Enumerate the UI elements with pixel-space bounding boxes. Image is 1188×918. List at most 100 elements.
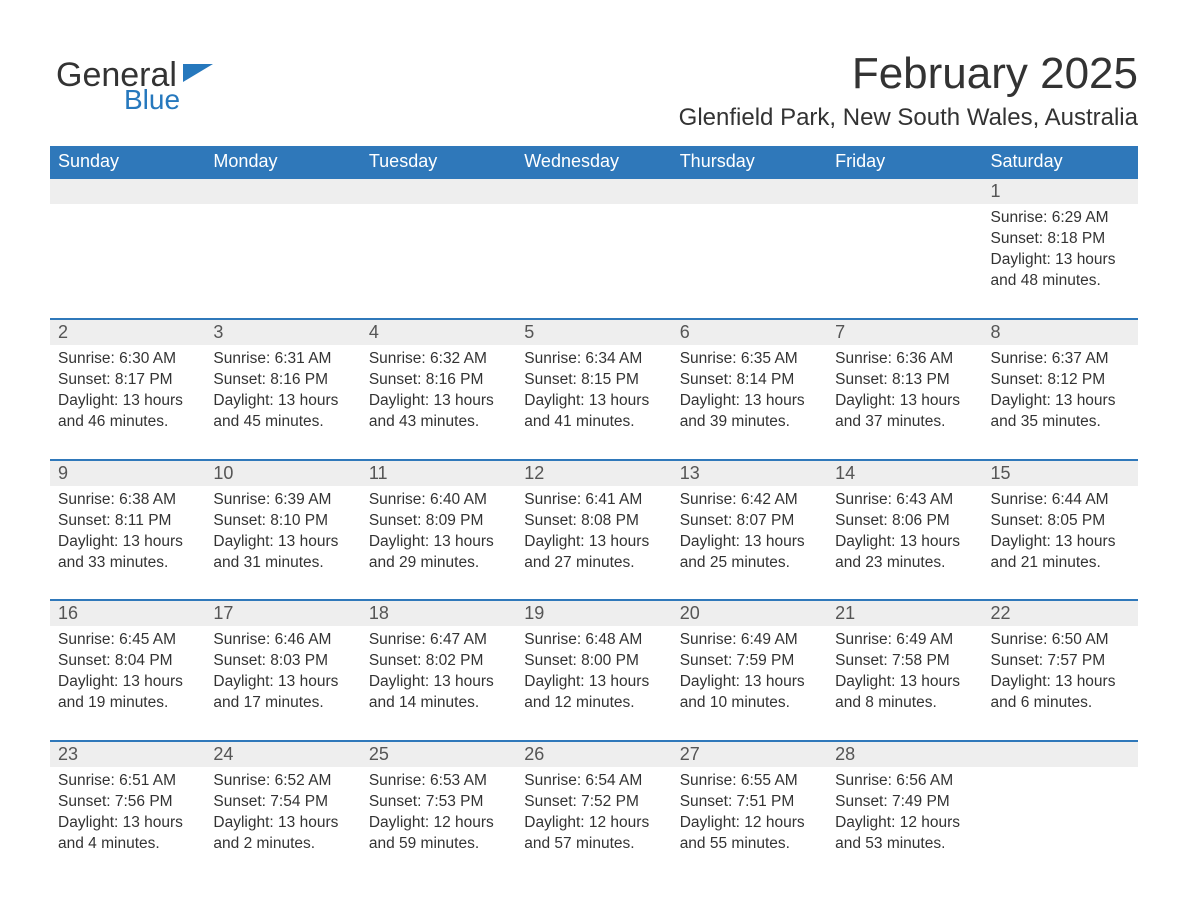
sunrise-text: Sunrise: 6:50 AM <box>991 630 1130 651</box>
sunrise-text: Sunrise: 6:32 AM <box>369 349 508 370</box>
sunset-text: Sunset: 8:09 PM <box>369 511 508 532</box>
day-detail: Sunrise: 6:39 AMSunset: 8:10 PMDaylight:… <box>205 486 360 601</box>
day-number <box>672 178 827 204</box>
day-detail: Sunrise: 6:34 AMSunset: 8:15 PMDaylight:… <box>516 345 671 460</box>
detail-row: Sunrise: 6:51 AMSunset: 7:56 PMDaylight:… <box>50 767 1138 881</box>
sunset-text: Sunset: 8:17 PM <box>58 370 197 391</box>
sunrise-text: Sunrise: 6:38 AM <box>58 490 197 511</box>
sunset-text: Sunset: 8:04 PM <box>58 651 197 672</box>
daylight-text: Daylight: 13 hours and 35 minutes. <box>991 391 1130 433</box>
day-number: 5 <box>516 319 671 345</box>
sunrise-text: Sunrise: 6:35 AM <box>680 349 819 370</box>
sunrise-text: Sunrise: 6:31 AM <box>213 349 352 370</box>
sunrise-text: Sunrise: 6:39 AM <box>213 490 352 511</box>
day-detail: Sunrise: 6:45 AMSunset: 8:04 PMDaylight:… <box>50 626 205 741</box>
sunrise-text: Sunrise: 6:56 AM <box>835 771 974 792</box>
day-number: 3 <box>205 319 360 345</box>
sunset-text: Sunset: 8:18 PM <box>991 229 1130 250</box>
day-detail <box>672 204 827 319</box>
sunrise-text: Sunrise: 6:52 AM <box>213 771 352 792</box>
day-detail: Sunrise: 6:46 AMSunset: 8:03 PMDaylight:… <box>205 626 360 741</box>
sunrise-text: Sunrise: 6:43 AM <box>835 490 974 511</box>
daynum-row: 1 <box>50 178 1138 204</box>
sunrise-text: Sunrise: 6:30 AM <box>58 349 197 370</box>
day-detail <box>361 204 516 319</box>
day-detail: Sunrise: 6:42 AMSunset: 8:07 PMDaylight:… <box>672 486 827 601</box>
sunset-text: Sunset: 8:15 PM <box>524 370 663 391</box>
day-number: 7 <box>827 319 982 345</box>
daynum-row: 9101112131415 <box>50 460 1138 486</box>
daylight-text: Daylight: 12 hours and 55 minutes. <box>680 813 819 855</box>
day-detail: Sunrise: 6:29 AMSunset: 8:18 PMDaylight:… <box>983 204 1138 319</box>
detail-row: Sunrise: 6:30 AMSunset: 8:17 PM Daylight:… <box>50 345 1138 460</box>
calendar-table: Sunday Monday Tuesday Wednesday Thursday… <box>50 146 1138 880</box>
daylight-text: Daylight: 13 hours and 8 minutes. <box>835 672 974 714</box>
calendar-page: General Blue February 2025 Glenfield Par… <box>0 0 1188 918</box>
sunset-text: Sunset: 7:52 PM <box>524 792 663 813</box>
day-number: 25 <box>361 741 516 767</box>
day-number: 8 <box>983 319 1138 345</box>
hdr-tuesday: Tuesday <box>361 146 516 178</box>
detail-row: Sunrise: 6:45 AMSunset: 8:04 PMDaylight:… <box>50 626 1138 741</box>
day-detail: Sunrise: 6:35 AMSunset: 8:14 PMDaylight:… <box>672 345 827 460</box>
day-number: 18 <box>361 600 516 626</box>
sunset-text: Sunset: 8:10 PM <box>213 511 352 532</box>
day-number: 22 <box>983 600 1138 626</box>
day-number: 28 <box>827 741 982 767</box>
day-detail: Sunrise: 6:51 AMSunset: 7:56 PMDaylight:… <box>50 767 205 881</box>
day-detail: Sunrise: 6:30 AMSunset: 8:17 PMDaylight:… <box>50 345 205 460</box>
daylight-text: Daylight: 12 hours and 57 minutes. <box>524 813 663 855</box>
hdr-thursday: Thursday <box>672 146 827 178</box>
day-detail <box>983 767 1138 881</box>
sunrise-text: Sunrise: 6:42 AM <box>680 490 819 511</box>
day-detail: Sunrise: 6:36 AMSunset: 8:13 PMDaylight:… <box>827 345 982 460</box>
flag-icon <box>183 64 213 91</box>
day-number: 6 <box>672 319 827 345</box>
sunset-text: Sunset: 8:00 PM <box>524 651 663 672</box>
daylight-text: Daylight: 13 hours and 14 minutes. <box>369 672 508 714</box>
daylight-text: Daylight: 13 hours and 43 minutes. <box>369 391 508 433</box>
day-number: 20 <box>672 600 827 626</box>
sunrise-text: Sunrise: 6:48 AM <box>524 630 663 651</box>
day-number: 11 <box>361 460 516 486</box>
day-number <box>827 178 982 204</box>
sunrise-text: Sunrise: 6:40 AM <box>369 490 508 511</box>
day-number: 16 <box>50 600 205 626</box>
daylight-text: Daylight: 13 hours and 10 minutes. <box>680 672 819 714</box>
day-detail: Sunrise: 6:47 AMSunset: 8:02 PMDaylight:… <box>361 626 516 741</box>
sunset-text: Sunset: 8:06 PM <box>835 511 974 532</box>
daylight-text: Daylight: 13 hours and 45 minutes. <box>213 391 352 433</box>
sunrise-text: Sunrise: 6:36 AM <box>835 349 974 370</box>
day-detail <box>205 204 360 319</box>
day-number: 27 <box>672 741 827 767</box>
daynum-row: 2345678 <box>50 319 1138 345</box>
sunset-text: Sunset: 7:51 PM <box>680 792 819 813</box>
sunrise-text: Sunrise: 6:54 AM <box>524 771 663 792</box>
detail-row: Sunrise: 6:38 AMSunset: 8:11 PMDaylight:… <box>50 486 1138 601</box>
logo: General Blue <box>56 58 213 116</box>
day-number: 4 <box>361 319 516 345</box>
sunrise-text: Sunrise: 6:49 AM <box>680 630 819 651</box>
sunrise-text: Sunrise: 6:44 AM <box>991 490 1130 511</box>
day-number: 24 <box>205 741 360 767</box>
sunset-text: Sunset: 8:14 PM <box>680 370 819 391</box>
daylight-text: Daylight: 13 hours and 19 minutes. <box>58 672 197 714</box>
day-number: 14 <box>827 460 982 486</box>
sunrise-text: Sunrise: 6:51 AM <box>58 771 197 792</box>
sunset-text: Sunset: 8:13 PM <box>835 370 974 391</box>
day-detail: Sunrise: 6:41 AMSunset: 8:08 PMDaylight:… <box>516 486 671 601</box>
sunrise-text: Sunrise: 6:45 AM <box>58 630 197 651</box>
sunset-text: Sunset: 7:58 PM <box>835 651 974 672</box>
daylight-text: Daylight: 13 hours and 25 minutes. <box>680 532 819 574</box>
daylight-text: Daylight: 13 hours and 37 minutes. <box>835 391 974 433</box>
day-detail: Sunrise: 6:52 AMSunset: 7:54 PMDaylight:… <box>205 767 360 881</box>
hdr-wednesday: Wednesday <box>516 146 671 178</box>
sunset-text: Sunset: 8:11 PM <box>58 511 197 532</box>
daylight-text: Daylight: 12 hours and 53 minutes. <box>835 813 974 855</box>
daylight-text: Daylight: 13 hours and 2 minutes. <box>213 813 352 855</box>
day-number: 19 <box>516 600 671 626</box>
daylight-text: Daylight: 13 hours and 33 minutes. <box>58 532 197 574</box>
sunrise-text: Sunrise: 6:34 AM <box>524 349 663 370</box>
day-detail <box>516 204 671 319</box>
daynum-row: 232425262728 <box>50 741 1138 767</box>
